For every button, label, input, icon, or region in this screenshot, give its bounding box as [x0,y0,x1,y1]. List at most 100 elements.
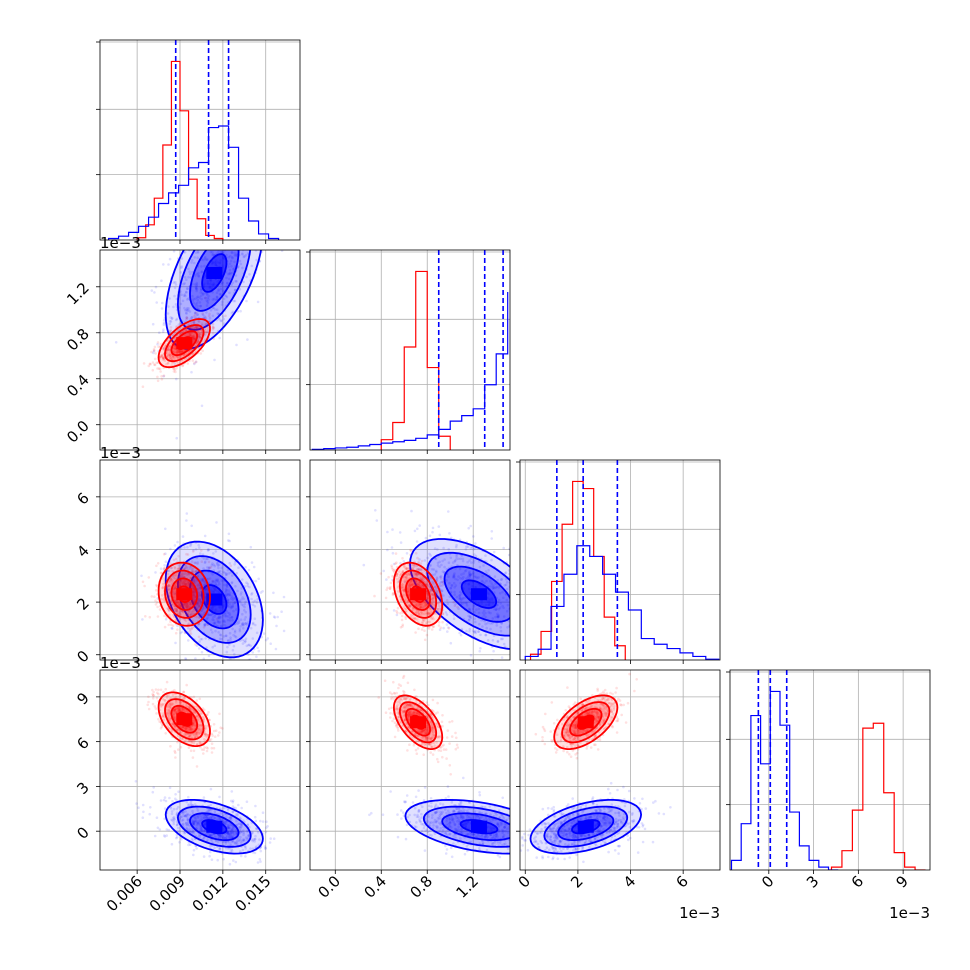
sample-point [512,613,515,616]
sample-point [399,573,403,576]
sample-point [192,591,196,594]
sample-point [461,577,464,580]
sample-point [226,824,230,827]
sample-point [196,340,200,343]
sample-point [238,259,242,263]
sample-point [514,569,517,572]
sample-point [407,572,411,575]
sample-point [194,360,198,364]
sample-point [391,528,394,531]
sample-point [191,597,195,600]
sample-point [255,206,258,209]
sample-point [484,633,488,637]
sample-point [513,650,516,653]
sample-point [425,582,428,586]
sample-point [152,349,156,352]
sample-point [202,245,205,248]
sample-point [513,616,516,619]
sample-point [497,586,501,589]
sample-point [171,579,174,582]
sample-point [218,847,221,850]
sample-point [193,337,196,340]
sample-point [174,303,178,306]
sample-point [429,554,433,557]
sample-point [228,539,231,543]
sample-point [173,544,177,547]
sample-point [428,620,432,624]
sample-point [174,589,177,593]
sample-point [453,586,457,589]
sample-point [176,624,179,628]
sample-point [191,333,195,337]
sample-point [226,618,230,622]
sample-point [484,615,487,619]
sample-point [186,582,189,586]
sample-point [460,592,463,595]
sample-point [459,590,462,594]
sample-point [442,626,445,630]
sample-point [428,606,431,610]
sample-point [177,567,181,570]
sample-point [229,657,232,660]
sample-point [161,586,165,590]
sample-point [425,621,428,624]
sample-point [214,835,217,839]
sample-point [169,356,172,360]
sample-point [424,536,428,540]
sample-point [184,605,187,609]
sample-point [240,591,243,594]
sample-point [172,370,176,373]
sample-point [200,270,204,273]
sample-point [251,847,255,850]
sample-point [195,287,198,290]
sample-point [501,604,504,608]
sample-point [167,569,171,573]
sample-point [172,250,176,253]
sample-point [184,329,188,332]
sample-point [148,362,152,366]
sample-point [530,620,533,623]
sample-point [528,642,531,645]
sample-point [481,580,485,583]
sample-point [214,629,217,633]
sample-point [183,580,186,583]
sample-point [407,589,410,593]
sample-point [205,557,208,561]
sample-point [219,817,222,820]
sample-point [189,334,193,337]
sample-point [192,315,196,318]
sample-point [172,558,176,562]
sample-point [180,819,184,822]
sample-point [197,605,200,608]
sample-point [190,567,194,571]
sample-point [172,367,175,370]
sample-point [432,582,435,586]
sample-point [241,191,244,194]
sample-point [202,583,206,587]
sample-point [233,830,236,834]
sample-point [227,605,231,608]
sample-point [219,319,223,323]
sample-point [192,594,196,597]
sample-point [184,571,188,575]
sample-point [168,322,172,326]
sample-point [172,590,175,594]
sample-point [468,630,471,633]
sample-point [239,835,242,839]
sample-point [221,620,225,623]
sample-point [404,617,408,620]
sample-point [197,647,201,650]
sample-point [187,297,190,300]
sample-point [230,606,234,609]
sample-point [155,816,159,819]
contour-line [409,538,510,650]
sample-point [478,649,482,653]
sample-point [420,577,424,581]
sample-point [239,309,242,313]
sample-point [252,565,256,569]
sample-point [170,316,174,320]
sample-point [199,294,203,298]
sample-point [197,275,200,278]
sample-point [197,592,200,595]
sample-point [251,237,254,240]
